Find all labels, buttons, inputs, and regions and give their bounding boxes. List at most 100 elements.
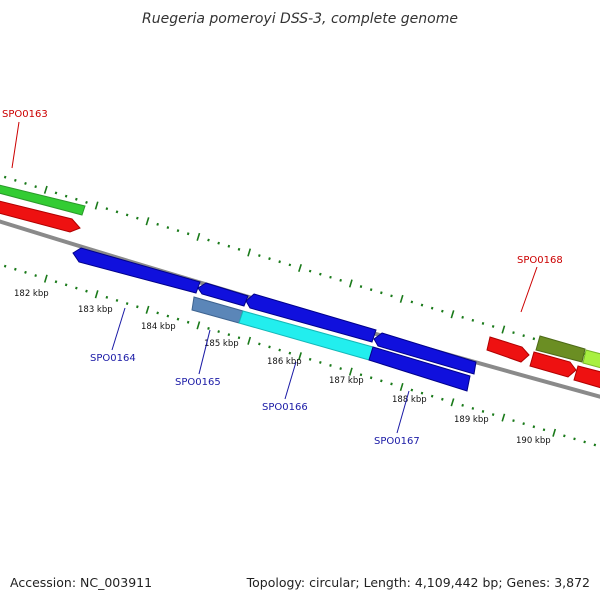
- lower-tick-mark: [522, 422, 525, 426]
- upper-tick-mark: [196, 232, 201, 241]
- gene-label-spo0165: SPO0165: [175, 377, 221, 388]
- upper-tick-mark: [369, 288, 373, 292]
- lower-tick-mark: [268, 345, 271, 349]
- lower-tick-mark: [278, 348, 281, 352]
- lower-tick-mark: [54, 280, 58, 284]
- gene-label-spo0163: SPO0163: [2, 109, 48, 120]
- forward-strand-features: [0, 184, 600, 389]
- gene-labels: SPO0163 SPO0168 SPO0164 SPO0165 SPO0166 …: [2, 109, 563, 447]
- upper-tick-mark: [329, 275, 332, 279]
- upper-tick-mark: [298, 263, 302, 273]
- lower-tick-mark: [390, 382, 393, 386]
- gene-label-spo0166: SPO0166: [262, 402, 308, 413]
- lower-tick-mark: [207, 327, 210, 330]
- lower-tick-mark: [593, 443, 597, 447]
- lower-tick-mark: [288, 351, 292, 355]
- upper-tick-mark: [278, 260, 281, 264]
- upper-tick-mark: [258, 254, 261, 257]
- leader-line-spo0165: [198, 329, 211, 375]
- lower-tick-mark: [145, 305, 150, 314]
- upper-tick-mark: [268, 257, 271, 261]
- upper-tick-mark: [54, 191, 58, 195]
- upper-tick-mark: [522, 334, 525, 338]
- upper-tick-mark: [481, 322, 485, 325]
- gene-spo0164: [72, 247, 201, 294]
- upper-tick-mark: [64, 194, 68, 198]
- lower-tick-mark: [420, 391, 424, 395]
- upper-tick-mark: [420, 303, 424, 307]
- upper-tick-mark: [237, 247, 241, 251]
- lower-tick-mark: [471, 407, 475, 410]
- upper-tick-mark: [14, 178, 17, 182]
- lower-tick-mark: [481, 410, 485, 413]
- leader-line-spo0166: [284, 361, 297, 400]
- genome-summary-text: Topology: circular; Length: 4,109,442 bp…: [246, 575, 590, 590]
- upper-tick-mark: [390, 294, 393, 298]
- lower-tick-mark: [380, 379, 383, 383]
- lower-tick-mark: [491, 413, 495, 416]
- lower-tick-mark: [217, 330, 220, 333]
- gene-spo0163-red: [0, 200, 81, 233]
- leader-line-spo0168: [520, 266, 538, 313]
- gene-blue-2: [197, 282, 249, 307]
- upper-tick-mark: [125, 213, 129, 217]
- lower-tick-mark: [542, 428, 546, 432]
- upper-tick-mark: [441, 309, 444, 313]
- upper-tick-mark: [461, 315, 464, 319]
- upper-tick-mark: [75, 197, 78, 201]
- upper-tick-mark: [410, 300, 414, 304]
- leader-lines: [11, 121, 538, 434]
- leader-line-spo0164: [111, 307, 126, 351]
- upper-tick-mark: [399, 294, 404, 303]
- gene-label-spo0167: SPO0167: [374, 436, 420, 447]
- upper-tick-mark: [3, 175, 7, 179]
- lower-tick-mark: [258, 342, 261, 346]
- lower-tick-mark: [14, 267, 17, 271]
- lower-tick-mark: [512, 419, 515, 423]
- lower-tick-mark: [247, 336, 252, 345]
- lower-tick-mark: [75, 286, 78, 290]
- upper-tick-mark: [359, 285, 363, 288]
- scale-labels: 182 kbp 183 kbp 184 kbp 185 kbp 186 kbp …: [14, 289, 551, 446]
- lower-tick-mark: [166, 314, 170, 318]
- gene-spo0163-green: [0, 184, 86, 216]
- upper-tick-mark: [501, 325, 506, 334]
- gene-lime: [582, 349, 600, 369]
- lower-tick-mark: [532, 425, 536, 429]
- lower-tick-mark: [441, 397, 444, 401]
- scale-label: 189 kbp: [454, 415, 489, 425]
- upper-tick-mark: [339, 278, 342, 282]
- lower-tick-mark: [105, 295, 109, 299]
- lower-tick-mark: [563, 434, 566, 438]
- reverse-strand-features: [72, 247, 477, 392]
- upper-tick-mark: [308, 269, 312, 273]
- lower-tick-mark: [227, 333, 231, 337]
- scale-label: 187 kbp: [329, 376, 364, 386]
- gene-spo0168-olive: [535, 335, 586, 363]
- lower-tick-mark: [196, 321, 201, 330]
- lower-tick-mark: [501, 413, 506, 422]
- lower-tick-mark: [369, 376, 373, 380]
- gene-red-2: [529, 351, 577, 378]
- lower-tick-mark: [94, 290, 99, 299]
- lower-tick-mark: [359, 373, 363, 377]
- lower-tick-mark: [552, 428, 557, 437]
- upper-tick-mark: [34, 185, 37, 189]
- gene-spo0167: [368, 346, 471, 392]
- upper-tick-mark: [288, 263, 292, 267]
- map-title: Ruegeria pomeroyi DSS-3, complete genome: [142, 11, 458, 27]
- leader-line-spo0163: [11, 121, 20, 169]
- lower-tick-mark: [85, 289, 88, 293]
- accession-text: Accession: NC_003911: [10, 575, 153, 590]
- lower-tick-mark: [237, 336, 241, 340]
- lower-tick-mark: [115, 298, 119, 302]
- lower-tick-mark: [176, 317, 180, 321]
- upper-tick-mark: [450, 310, 455, 319]
- upper-tick-mark: [471, 318, 475, 322]
- upper-tick-mark: [247, 248, 252, 257]
- upper-tick-mark: [430, 306, 434, 310]
- lower-tick-mark: [573, 437, 576, 441]
- gene-red-3: [573, 365, 600, 389]
- upper-tick-mark: [348, 279, 353, 288]
